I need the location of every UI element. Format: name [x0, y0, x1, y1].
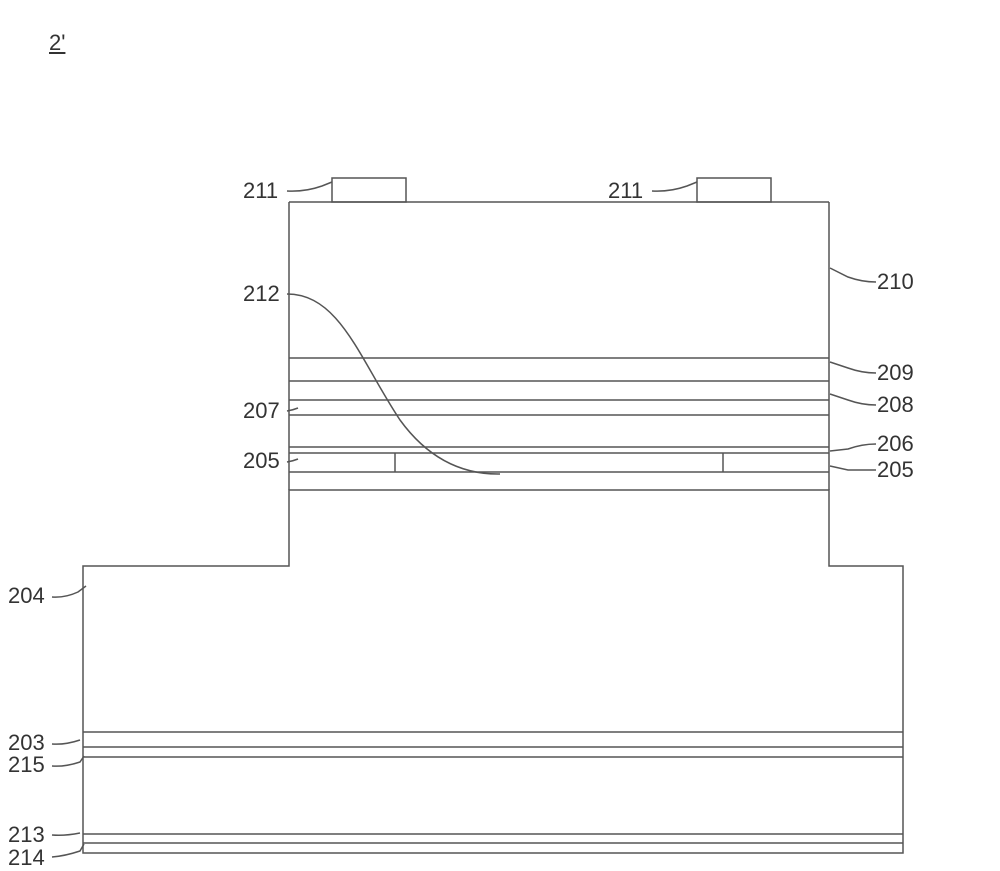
- label-l204: 204: [8, 583, 45, 609]
- label-title: 2': [49, 30, 65, 56]
- label-l207: 207: [243, 398, 280, 424]
- label-l212: 212: [243, 281, 280, 307]
- label-l211b: 211: [608, 178, 643, 204]
- label-l210: 210: [877, 269, 914, 295]
- label-l214: 214: [8, 845, 45, 871]
- diagram-svg: [0, 0, 1000, 870]
- label-l209: 209: [877, 360, 914, 386]
- label-l205a: 205: [243, 448, 280, 474]
- label-l215: 215: [8, 752, 45, 778]
- label-l205b: 205: [877, 457, 914, 483]
- label-l211a: 211: [243, 178, 278, 204]
- label-l206: 206: [877, 431, 914, 457]
- label-l208: 208: [877, 392, 914, 418]
